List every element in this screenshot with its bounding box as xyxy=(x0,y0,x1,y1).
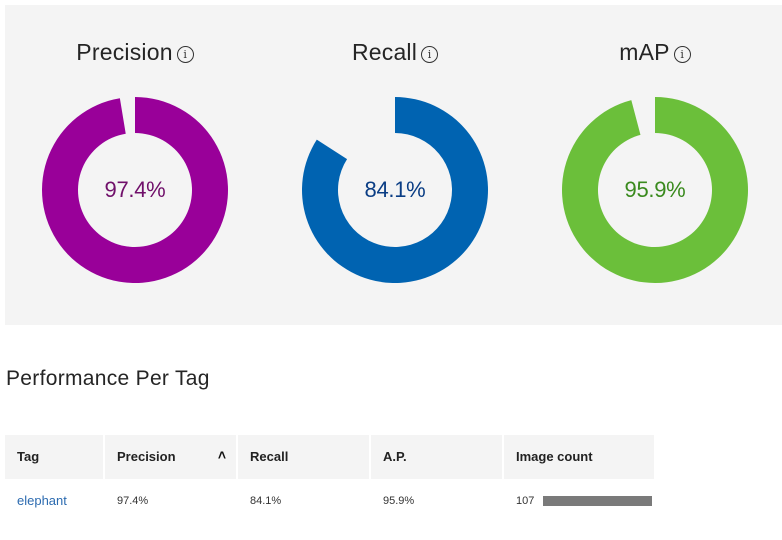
donut-ring xyxy=(42,97,229,283)
image-count-value: 107 xyxy=(516,495,535,507)
metrics-panel: Precision i 97.4% Recall i 84.1% mAP i 95.9… xyxy=(5,5,782,325)
column-header-image-count[interactable]: Image count xyxy=(516,449,593,464)
image-count-cell: 107 xyxy=(504,479,654,523)
metric-title-label: Precision xyxy=(76,39,173,65)
column-header-tag[interactable]: Tag xyxy=(5,435,105,479)
section-title: Performance Per Tag xyxy=(6,367,210,390)
donut-value: 84.1% xyxy=(364,177,426,202)
column-header-recall[interactable]: Recall xyxy=(238,435,371,479)
column-header-label: Precision xyxy=(117,449,176,464)
metric-title-label: mAP xyxy=(619,39,670,65)
map-metric: mAP i 95.9% xyxy=(525,5,782,325)
image-count-bar xyxy=(543,496,652,506)
column-header-precision[interactable]: Precision ˄ xyxy=(105,435,238,479)
performance-table: Tag Precision ˄ Recall A.P. Image count … xyxy=(5,435,654,523)
table-row: elephant 97.4% 84.1% 95.9% 107 xyxy=(5,479,654,523)
chevron-up-icon[interactable]: ˄ xyxy=(217,447,226,463)
info-circle-icon[interactable]: i xyxy=(176,46,194,63)
precision-cell: 97.4% xyxy=(117,495,149,507)
donut-ring xyxy=(562,97,748,283)
recall-donut xyxy=(302,97,488,283)
donut-value: 97.4% xyxy=(104,177,166,202)
precision-metric: Precision i 97.4% xyxy=(5,5,265,325)
column-header-ap[interactable]: A.P. xyxy=(371,435,504,479)
info-circle-icon[interactable]: i xyxy=(421,46,439,63)
info-circle-icon[interactable]: i xyxy=(673,46,691,63)
donut-ring xyxy=(302,97,488,283)
ap-cell: 95.9% xyxy=(383,495,415,507)
donut-value: 95.9% xyxy=(624,177,686,202)
table-header: Tag Precision ˄ Recall A.P. Image count xyxy=(5,435,654,479)
map-donut xyxy=(562,97,748,283)
metric-title-label: Recall xyxy=(351,39,418,65)
tag-link[interactable]: elephant xyxy=(17,493,67,508)
metric-title: Precision i xyxy=(5,39,265,66)
metric-title: mAP i xyxy=(525,39,782,66)
recall-metric: Recall i 84.1% xyxy=(265,5,525,325)
recall-cell: 84.1% xyxy=(250,495,282,507)
precision-donut xyxy=(42,97,229,283)
metric-title: Recall i xyxy=(265,39,525,66)
